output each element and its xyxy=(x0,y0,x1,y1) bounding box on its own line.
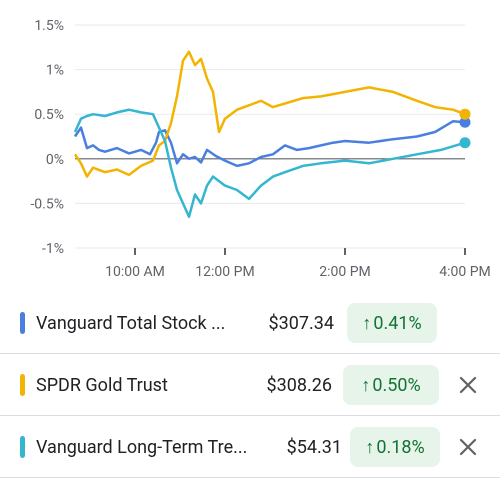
divider xyxy=(0,353,500,354)
series-endpoint xyxy=(459,137,471,149)
change-value: 0.41% xyxy=(373,312,422,334)
series-line xyxy=(73,50,466,178)
arrow-up-icon: ↑ xyxy=(365,436,375,458)
security-price: $54.31 xyxy=(286,436,342,458)
comparison-chart: 1.5% 1% 0.5% 0% -0.5% -1% 10:00 AM 12:00 PM 2:0… xyxy=(30,18,491,280)
x-tick-label: 4:00 PM xyxy=(439,264,491,280)
list-item[interactable]: Vanguard Long-Term Tre... $54.31 ↑ 0.18% xyxy=(0,416,500,478)
list-item[interactable]: Vanguard Total Stock ... $307.34 ↑ 0.41% xyxy=(0,292,500,354)
series-endpoint xyxy=(459,116,471,128)
security-price: $307.34 xyxy=(268,312,334,334)
series-color-swatch xyxy=(20,312,25,334)
close-icon xyxy=(459,376,477,394)
change-value: 0.18% xyxy=(376,436,425,458)
y-tick-label: 1.5% xyxy=(34,18,64,34)
x-tick-label: 2:00 PM xyxy=(319,264,371,280)
y-tick-label: -1% xyxy=(42,241,64,257)
y-tick-label: 1% xyxy=(46,63,64,79)
y-tick-label: 0.5% xyxy=(34,107,64,123)
close-icon xyxy=(459,438,477,456)
security-price: $308.26 xyxy=(266,374,332,396)
x-tick-label: 10:00 AM xyxy=(105,264,165,280)
series-line xyxy=(73,108,466,219)
change-badge: ↑ 0.41% xyxy=(347,303,437,343)
series-line xyxy=(73,120,466,168)
security-name: Vanguard Long-Term Tre... xyxy=(36,436,248,458)
security-name: SPDR Gold Trust xyxy=(36,374,168,396)
remove-button[interactable] xyxy=(452,431,484,463)
x-tick-label: 12:00 PM xyxy=(195,264,254,280)
security-name: Vanguard Total Stock ... xyxy=(36,312,226,334)
list-item[interactable]: SPDR Gold Trust $308.26 ↑ 0.50% xyxy=(0,354,500,416)
divider xyxy=(0,477,500,478)
change-value: 0.50% xyxy=(372,374,421,396)
y-tick-label: -0.5% xyxy=(30,196,64,212)
series-color-swatch xyxy=(20,436,25,458)
arrow-up-icon: ↑ xyxy=(362,312,372,334)
series-color-swatch xyxy=(20,374,25,396)
series-endpoint xyxy=(459,108,471,120)
arrow-up-icon: ↑ xyxy=(361,374,371,396)
change-badge: ↑ 0.18% xyxy=(350,427,440,467)
divider xyxy=(0,415,500,416)
remove-button[interactable] xyxy=(452,369,484,401)
y-tick-label: 0% xyxy=(46,152,64,168)
change-badge: ↑ 0.50% xyxy=(343,365,439,405)
